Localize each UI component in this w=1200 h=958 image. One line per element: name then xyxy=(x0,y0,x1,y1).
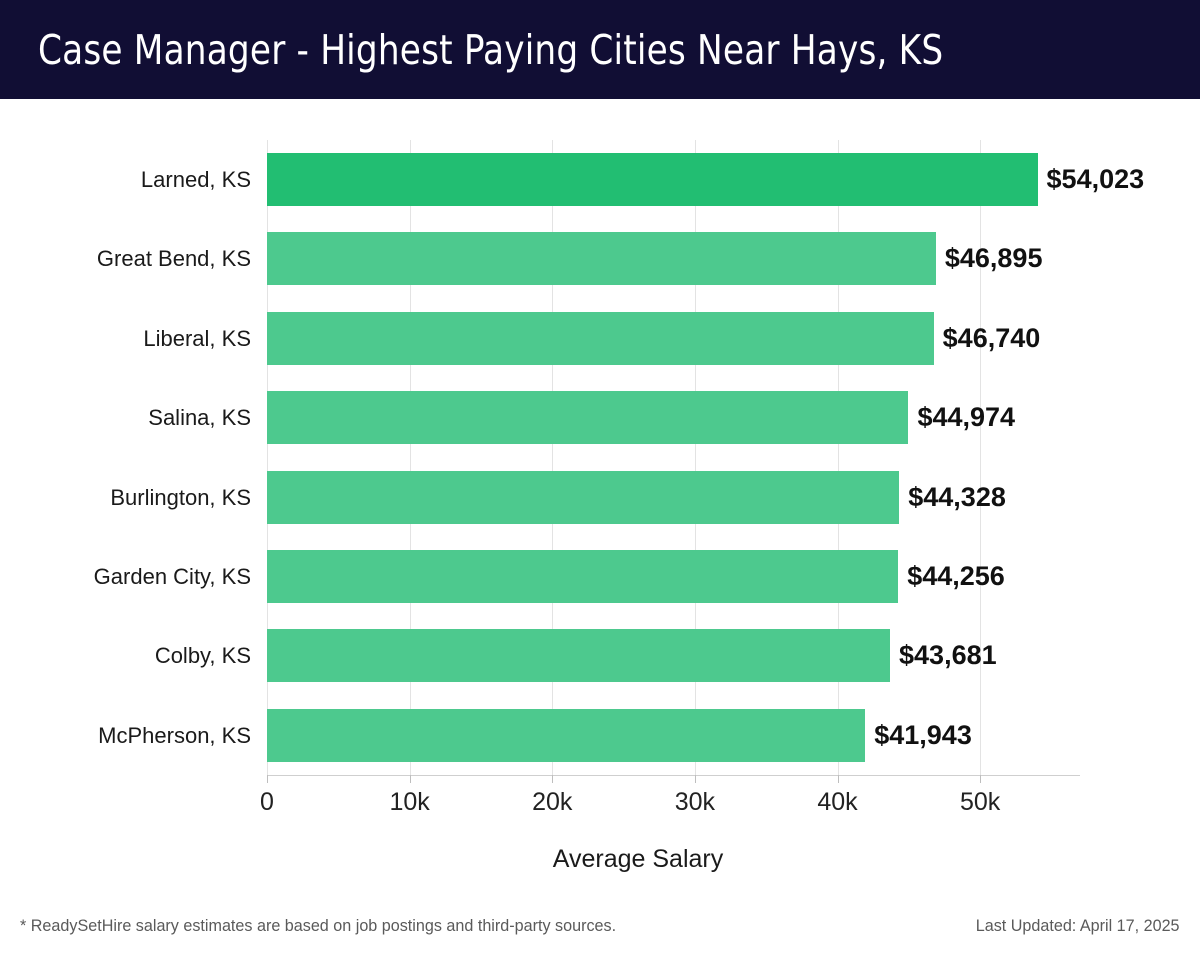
bar[interactable] xyxy=(267,629,891,683)
gridline xyxy=(267,140,268,775)
bar[interactable] xyxy=(267,470,900,524)
x-tick-mark xyxy=(409,775,411,783)
x-tick-label: 0 xyxy=(260,788,274,816)
page-title: Case Manager - Highest Paying Cities Nea… xyxy=(38,26,944,74)
x-tick-label: 10k xyxy=(389,788,430,816)
bar-row: $44,328 xyxy=(267,458,1080,537)
gridline xyxy=(980,140,982,775)
bar-row: $46,895 xyxy=(267,219,1080,298)
x-axis-title-text: Average Salary xyxy=(552,845,724,873)
gridline xyxy=(837,140,839,775)
x-tick-mark xyxy=(694,775,696,783)
category-label: Burlington, KS xyxy=(110,484,251,510)
footer-last-updated: Last Updated: April 17, 2025 xyxy=(976,916,1180,935)
footer: * ReadySetHire salary estimates are base… xyxy=(0,910,1200,958)
x-tick-mark xyxy=(552,775,554,783)
bar[interactable] xyxy=(267,311,934,365)
x-axis-title: Average Salary xyxy=(0,845,1200,874)
bar[interactable] xyxy=(267,708,866,762)
bar[interactable] xyxy=(267,153,1038,206)
category-label: McPherson, KS xyxy=(98,722,251,748)
bar-value-label: $46,740 xyxy=(942,322,1041,353)
category-label: Liberal, KS xyxy=(143,325,251,351)
category-label: Colby, KS xyxy=(154,643,251,669)
bar-row: $41,943 xyxy=(267,696,1080,775)
gridline xyxy=(694,140,696,775)
x-tick-mark xyxy=(267,775,268,783)
x-axis-line xyxy=(267,775,1080,776)
x-tick-label: 50k xyxy=(960,788,1001,816)
category-label: Salina, KS xyxy=(148,405,251,431)
category-label: Larned, KS xyxy=(140,167,251,192)
bar-value-label: $43,681 xyxy=(899,640,997,671)
x-tick-label: 40k xyxy=(817,788,858,816)
bar-value-label: $44,328 xyxy=(908,481,1006,512)
bar-value-label: $46,895 xyxy=(944,243,1043,274)
gridline xyxy=(409,140,411,775)
bar-row: $46,740 xyxy=(267,299,1080,378)
bar-row: $43,681 xyxy=(267,616,1080,695)
x-tick-mark xyxy=(837,775,839,783)
bar-row: $44,974 xyxy=(267,378,1080,457)
title-banner: Case Manager - Highest Paying Cities Nea… xyxy=(0,0,1200,99)
category-label: Garden City, KS xyxy=(93,563,251,589)
footer-disclaimer: * ReadySetHire salary estimates are base… xyxy=(20,916,617,935)
bar[interactable] xyxy=(267,391,909,445)
x-tick-mark xyxy=(980,775,982,783)
bar-value-label: $44,974 xyxy=(917,402,1016,433)
category-axis-labels: Larned, KS Great Bend, KS Liberal, KS Salin… xyxy=(0,140,267,775)
gridline xyxy=(552,140,554,775)
bar-row: $44,256 xyxy=(267,537,1080,616)
bar-value-label: $41,943 xyxy=(874,719,972,750)
category-label: Great Bend, KS xyxy=(96,246,251,272)
bar-row: $54,023 xyxy=(267,140,1144,219)
bar-chart: $54,023 $46,895 $46,740 $44,974 $44,328 $44,2… xyxy=(0,99,1200,889)
bar-value-label: $54,023 xyxy=(1046,164,1145,194)
bar[interactable] xyxy=(267,232,936,286)
x-tick-label: 30k xyxy=(674,788,716,816)
bar-value-label: $44,256 xyxy=(907,560,1005,591)
plot-area: $54,023 $46,895 $46,740 $44,974 $44,328 $44,2… xyxy=(267,140,1144,775)
x-tick-label: 20k xyxy=(532,788,573,816)
bar[interactable] xyxy=(267,549,899,603)
